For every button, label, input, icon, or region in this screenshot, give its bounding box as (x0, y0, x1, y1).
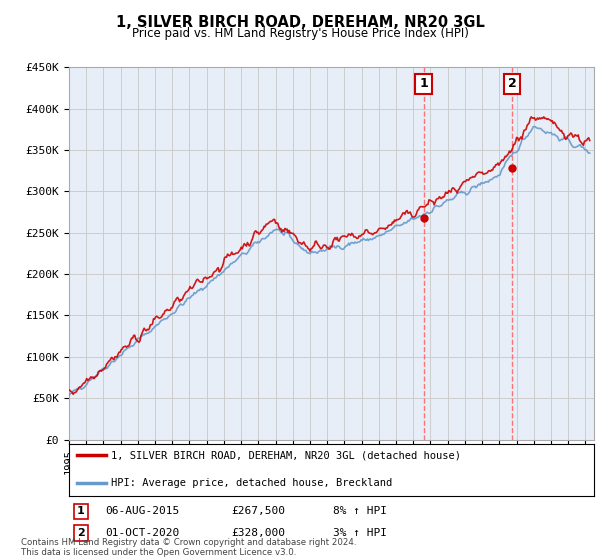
Text: 2: 2 (77, 528, 85, 538)
Text: 8% ↑ HPI: 8% ↑ HPI (333, 506, 387, 516)
Text: 1, SILVER BIRCH ROAD, DEREHAM, NR20 3GL: 1, SILVER BIRCH ROAD, DEREHAM, NR20 3GL (116, 15, 484, 30)
Text: HPI: Average price, detached house, Breckland: HPI: Average price, detached house, Brec… (111, 478, 392, 488)
Text: 1: 1 (419, 77, 428, 90)
Text: 1, SILVER BIRCH ROAD, DEREHAM, NR20 3GL (detached house): 1, SILVER BIRCH ROAD, DEREHAM, NR20 3GL … (111, 450, 461, 460)
Text: 06-AUG-2015: 06-AUG-2015 (105, 506, 179, 516)
Text: 1: 1 (77, 506, 85, 516)
Text: Price paid vs. HM Land Registry's House Price Index (HPI): Price paid vs. HM Land Registry's House … (131, 27, 469, 40)
Text: 01-OCT-2020: 01-OCT-2020 (105, 528, 179, 538)
Text: Contains HM Land Registry data © Crown copyright and database right 2024.
This d: Contains HM Land Registry data © Crown c… (21, 538, 356, 557)
Text: 2: 2 (508, 77, 517, 90)
Text: £328,000: £328,000 (231, 528, 285, 538)
Text: £267,500: £267,500 (231, 506, 285, 516)
Text: 3% ↑ HPI: 3% ↑ HPI (333, 528, 387, 538)
